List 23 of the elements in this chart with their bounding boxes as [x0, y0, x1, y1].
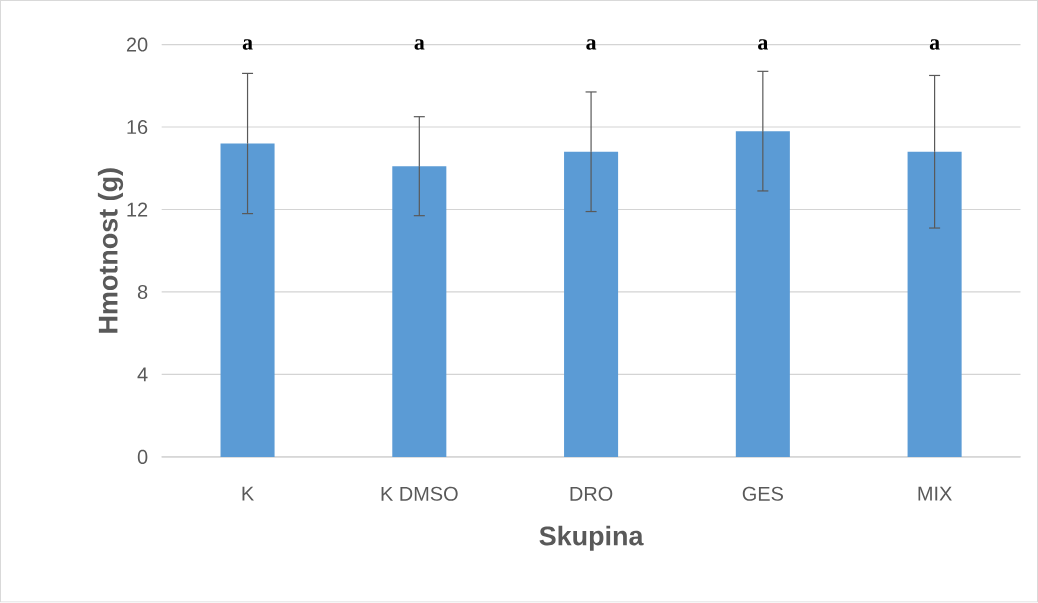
annotation: a: [242, 39, 253, 50]
annotation: a: [758, 39, 768, 50]
x-tick-label: GES: [742, 486, 783, 502]
annotation: a: [414, 39, 425, 50]
bar: [907, 151, 962, 458]
x-tick-label: K: [242, 486, 254, 501]
x-tick-label: MIX: [918, 486, 952, 501]
y-axis-title: Hmotnost (g): [97, 168, 124, 333]
y-tick-label: 8: [137, 285, 148, 300]
x-axis-title: Skupina: [539, 525, 644, 552]
y-tick-label: 0: [137, 450, 148, 465]
x-tick-label: DRO: [570, 486, 613, 502]
bar: [735, 131, 790, 458]
annotation: a: [586, 39, 597, 50]
y-tick-label: 16: [127, 120, 148, 135]
y-tick-label: 4: [137, 367, 148, 382]
bar: [392, 166, 447, 458]
x-tick-label: K DMSO: [381, 486, 458, 502]
annotation: a: [929, 39, 940, 50]
y-tick-label: 12: [127, 202, 148, 217]
bar: [564, 151, 619, 458]
bar: [220, 143, 275, 458]
y-tick-label: 20: [126, 37, 148, 52]
